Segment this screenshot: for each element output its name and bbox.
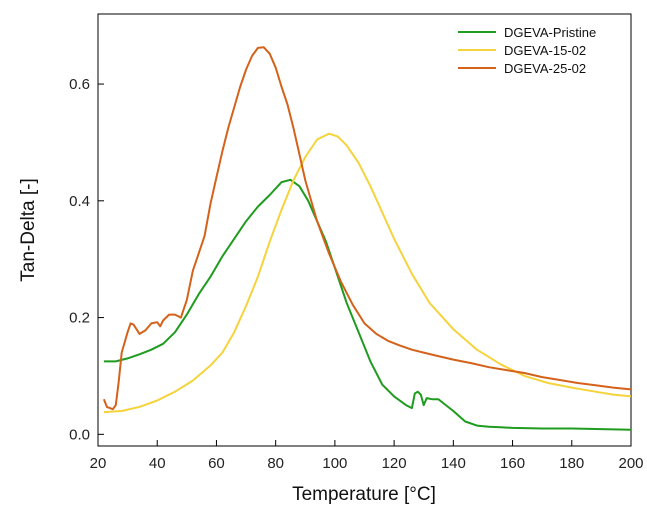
series-line-3 — [102, 46, 632, 411]
plot-frame — [97, 13, 632, 447]
y-tick-label: 0.6 — [69, 76, 90, 93]
x-tick-label: 20 — [90, 455, 107, 472]
x-tick-label: 100 — [322, 455, 347, 472]
x-tick-label: 200 — [618, 455, 643, 472]
y-tick-label: 0.0 — [69, 426, 90, 443]
y-axis-title: Tan-Delta [-] — [18, 178, 39, 281]
x-tick-label: 60 — [208, 455, 225, 472]
y-tick-label: 0.4 — [69, 193, 90, 210]
x-tick-label: 120 — [382, 455, 407, 472]
y-axis-ticks: 0.0 0.2 0.4 0.6 — [69, 76, 104, 443]
x-tick-label: 160 — [500, 455, 525, 472]
series-line-2 — [103, 132, 632, 414]
x-axis-title: Temperature [°C] — [292, 484, 436, 505]
legend-label: DGEVA-Pristine — [504, 25, 596, 40]
x-axis-ticks: 20 40 60 80 100 120 140 160 180 200 — [90, 440, 644, 472]
legend-label: DGEVA-15-02 — [504, 43, 586, 58]
legend-label: DGEVA-25-02 — [504, 61, 586, 76]
plot-area: 20 40 60 80 100 120 140 160 180 200 0.0 0.2 0.4 0.6 — [69, 13, 644, 472]
series-line-1 — [103, 178, 632, 431]
legend: DGEVA-Pristine DGEVA-15-02 DGEVA-25-02 — [458, 25, 596, 76]
x-tick-label: 140 — [441, 455, 466, 472]
series-lines — [102, 46, 632, 431]
y-tick-label: 0.2 — [69, 310, 90, 327]
x-tick-label: 80 — [267, 455, 284, 472]
x-tick-label: 180 — [559, 455, 584, 472]
x-tick-label: 40 — [149, 455, 166, 472]
